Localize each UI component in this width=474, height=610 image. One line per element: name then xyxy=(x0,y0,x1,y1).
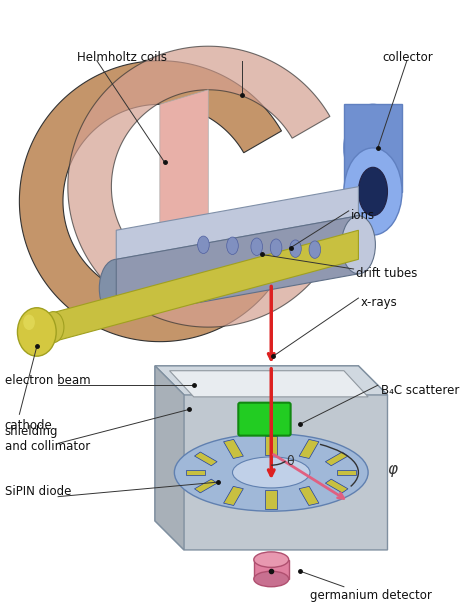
Ellipse shape xyxy=(290,240,301,257)
Polygon shape xyxy=(155,366,387,550)
Ellipse shape xyxy=(344,148,402,235)
Polygon shape xyxy=(299,439,319,459)
Polygon shape xyxy=(254,559,289,579)
Polygon shape xyxy=(337,470,356,475)
Polygon shape xyxy=(170,371,368,397)
Ellipse shape xyxy=(227,237,238,254)
Text: shielding
and collimator: shielding and collimator xyxy=(5,425,90,453)
Polygon shape xyxy=(325,452,348,465)
Ellipse shape xyxy=(251,238,263,256)
Ellipse shape xyxy=(43,312,64,343)
Polygon shape xyxy=(116,187,358,259)
Text: ions: ions xyxy=(351,209,375,222)
FancyBboxPatch shape xyxy=(238,403,291,436)
Text: θ: θ xyxy=(286,454,293,468)
Text: x-rays: x-rays xyxy=(360,296,397,309)
Text: cathode: cathode xyxy=(5,419,53,432)
Text: φ: φ xyxy=(387,462,398,478)
Polygon shape xyxy=(325,479,348,493)
Text: collector: collector xyxy=(383,51,433,64)
Ellipse shape xyxy=(198,236,209,254)
Ellipse shape xyxy=(358,167,387,216)
Text: drift tubes: drift tubes xyxy=(356,267,418,281)
Polygon shape xyxy=(265,490,277,509)
Polygon shape xyxy=(299,486,319,506)
Ellipse shape xyxy=(18,308,56,356)
Ellipse shape xyxy=(309,241,320,259)
Text: germanium detector: germanium detector xyxy=(310,589,432,602)
Ellipse shape xyxy=(341,216,375,274)
Polygon shape xyxy=(68,46,330,327)
Polygon shape xyxy=(224,486,243,506)
Polygon shape xyxy=(344,104,402,192)
Polygon shape xyxy=(116,216,358,317)
Ellipse shape xyxy=(344,104,402,192)
Polygon shape xyxy=(186,470,205,475)
Polygon shape xyxy=(265,436,277,455)
Ellipse shape xyxy=(254,571,289,587)
Polygon shape xyxy=(53,230,358,342)
Text: SiPIN diode: SiPIN diode xyxy=(5,486,71,498)
Polygon shape xyxy=(155,366,387,395)
Polygon shape xyxy=(19,61,282,342)
Text: electron beam: electron beam xyxy=(5,374,91,387)
Ellipse shape xyxy=(23,315,35,330)
Ellipse shape xyxy=(174,434,368,511)
Polygon shape xyxy=(194,479,217,493)
Polygon shape xyxy=(160,90,208,312)
Polygon shape xyxy=(224,439,243,459)
Ellipse shape xyxy=(254,552,289,567)
Ellipse shape xyxy=(99,259,133,317)
Polygon shape xyxy=(155,366,184,550)
Text: Helmholtz coils: Helmholtz coils xyxy=(77,51,167,64)
Ellipse shape xyxy=(232,457,310,488)
Ellipse shape xyxy=(270,239,282,256)
Polygon shape xyxy=(194,452,217,465)
Text: B₄C scatterer: B₄C scatterer xyxy=(381,384,459,396)
